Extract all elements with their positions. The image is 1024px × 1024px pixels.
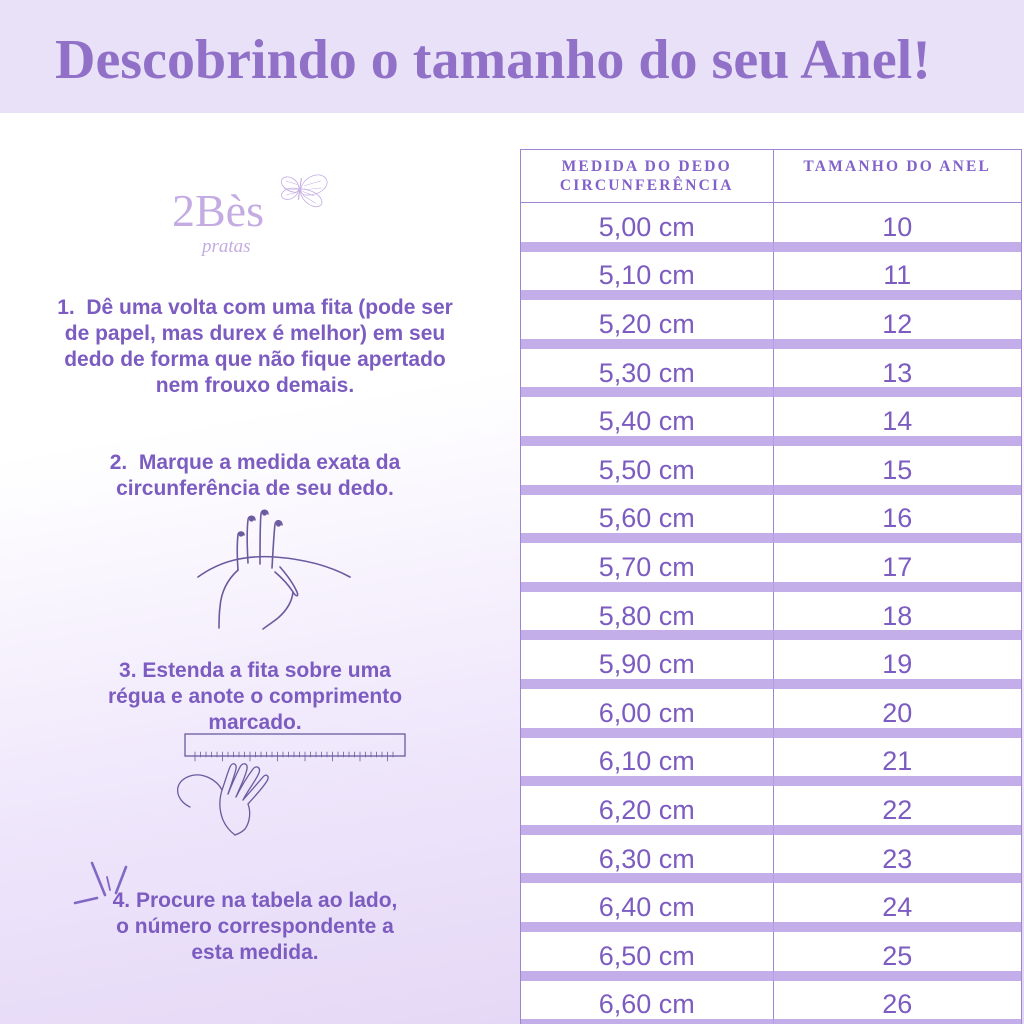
svg-text:2Bès: 2Bès xyxy=(172,185,264,236)
svg-text:pratas: pratas xyxy=(200,236,251,257)
